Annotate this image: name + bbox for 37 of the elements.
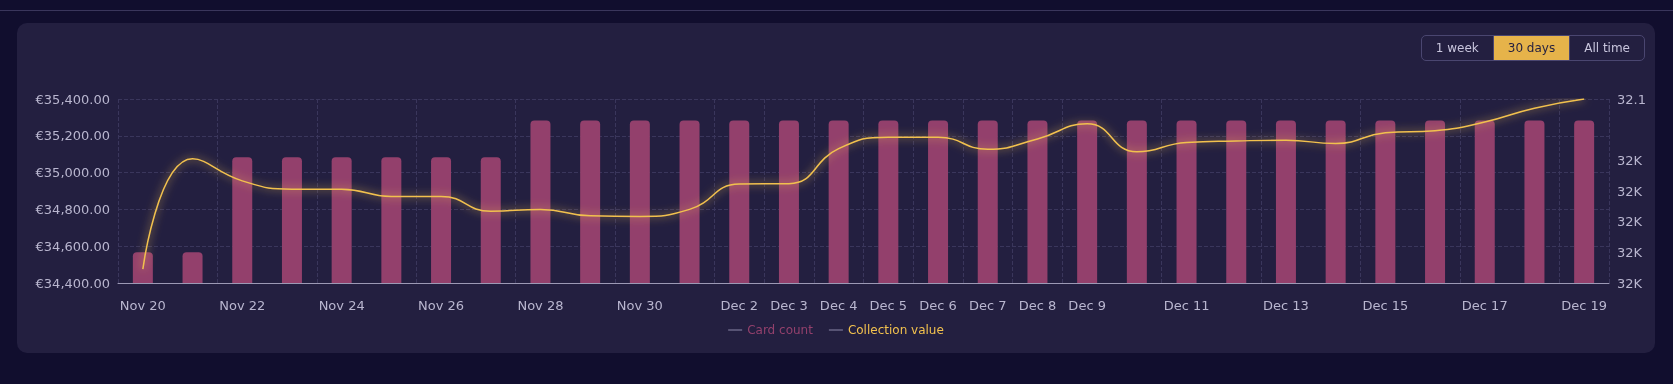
x-tick-label: Dec 17 bbox=[1461, 298, 1508, 313]
y2-tick-label: 32K bbox=[1617, 214, 1643, 230]
y2-tick-label: 32K bbox=[1617, 244, 1643, 260]
y2-tick-label: 32K bbox=[1617, 183, 1643, 199]
x-tick-label: Dec 5 bbox=[869, 298, 908, 313]
y-tick-label: €34,600.00 bbox=[35, 238, 110, 254]
x-tick-label: Nov 30 bbox=[616, 298, 663, 313]
y2-tick-label: 32K bbox=[1617, 275, 1643, 291]
x-tick-label: Dec 9 bbox=[1068, 298, 1106, 313]
x-tick-label: Dec 13 bbox=[1263, 298, 1309, 313]
x-tick-label: Dec 4 bbox=[819, 298, 858, 313]
x-tick-label: Nov 24 bbox=[318, 298, 365, 313]
y-tick-label: €35,000.00 bbox=[35, 165, 110, 181]
text: Collection value bbox=[847, 323, 944, 337]
x-tick-label: Nov 28 bbox=[517, 298, 564, 313]
y-tick-label: €34,400.00 bbox=[35, 275, 110, 291]
x-tick-label: Dec 8 bbox=[1018, 298, 1057, 313]
text: 1 week bbox=[1434, 40, 1480, 57]
text: 30 days bbox=[1492, 36, 1570, 60]
x-tick-label: Nov 20 bbox=[119, 298, 166, 313]
x-tick-label: Dec 6 bbox=[919, 298, 957, 313]
x-tick-label: Dec 7 bbox=[968, 298, 1007, 313]
x-tick-label: Nov 22 bbox=[219, 298, 266, 313]
x-tick-label: Nov 26 bbox=[418, 298, 465, 313]
x-tick-label: Dec 2 bbox=[720, 298, 759, 313]
x-tick-label: Dec 11 bbox=[1163, 298, 1210, 313]
x-tick-label: Dec 19 bbox=[1561, 298, 1608, 313]
y2-tick-label: 32K bbox=[1617, 152, 1643, 168]
x-tick-label: Dec 3 bbox=[770, 298, 808, 313]
y-tick-label: €34,800.00 bbox=[35, 201, 110, 217]
y-tick-label: €35,200.00 bbox=[35, 128, 110, 144]
y-tick-label: €35,400.00 bbox=[35, 91, 110, 107]
x-tick-label: Dec 15 bbox=[1362, 298, 1409, 313]
y2-tick-label: 32.1 bbox=[1617, 91, 1646, 107]
text: Card count bbox=[747, 323, 814, 337]
line-series bbox=[142, 98, 1585, 270]
text: All time bbox=[1569, 36, 1644, 60]
